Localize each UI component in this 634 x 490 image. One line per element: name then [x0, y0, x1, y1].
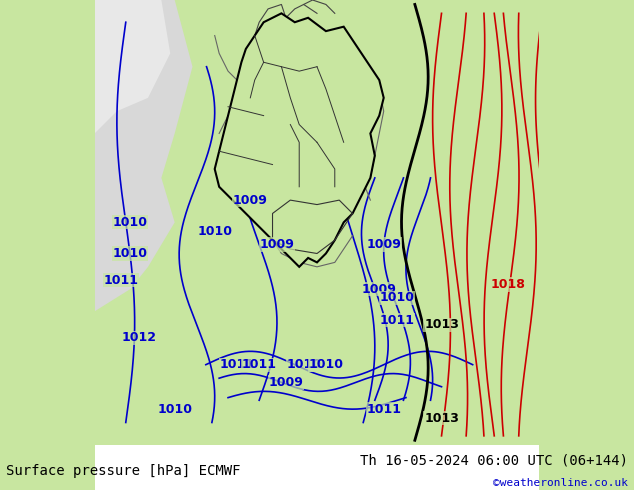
Text: Th 16-05-2024 06:00 UTC (06+144): Th 16-05-2024 06:00 UTC (06+144) — [359, 454, 628, 468]
Text: 1011: 1011 — [380, 314, 415, 327]
Bar — [94, 445, 540, 490]
Text: 1011: 1011 — [242, 358, 276, 371]
Text: 1010: 1010 — [113, 216, 148, 229]
Text: 1012: 1012 — [122, 332, 157, 344]
Text: 1013: 1013 — [424, 318, 459, 331]
Text: 1010: 1010 — [380, 292, 415, 304]
Text: 1010: 1010 — [197, 225, 232, 238]
Text: ©weatheronline.co.uk: ©weatheronline.co.uk — [493, 478, 628, 488]
Text: 1018: 1018 — [491, 278, 526, 291]
Text: 1009: 1009 — [362, 283, 397, 295]
Text: 1009: 1009 — [366, 238, 401, 251]
Text: 1010: 1010 — [157, 403, 192, 416]
Text: 1010: 1010 — [286, 358, 321, 371]
Text: 1011: 1011 — [219, 358, 254, 371]
Text: 1011: 1011 — [104, 274, 139, 287]
Text: 1010: 1010 — [113, 247, 148, 260]
Polygon shape — [94, 0, 193, 311]
Text: 1009: 1009 — [259, 238, 294, 251]
Text: 1013: 1013 — [424, 412, 459, 424]
Text: 1011: 1011 — [366, 403, 401, 416]
Text: 1010: 1010 — [308, 358, 344, 371]
Polygon shape — [215, 13, 384, 267]
Text: Surface pressure [hPa] ECMWF: Surface pressure [hPa] ECMWF — [6, 464, 241, 478]
Text: 1009: 1009 — [268, 376, 303, 389]
Polygon shape — [94, 0, 171, 133]
Text: 1009: 1009 — [233, 194, 268, 207]
